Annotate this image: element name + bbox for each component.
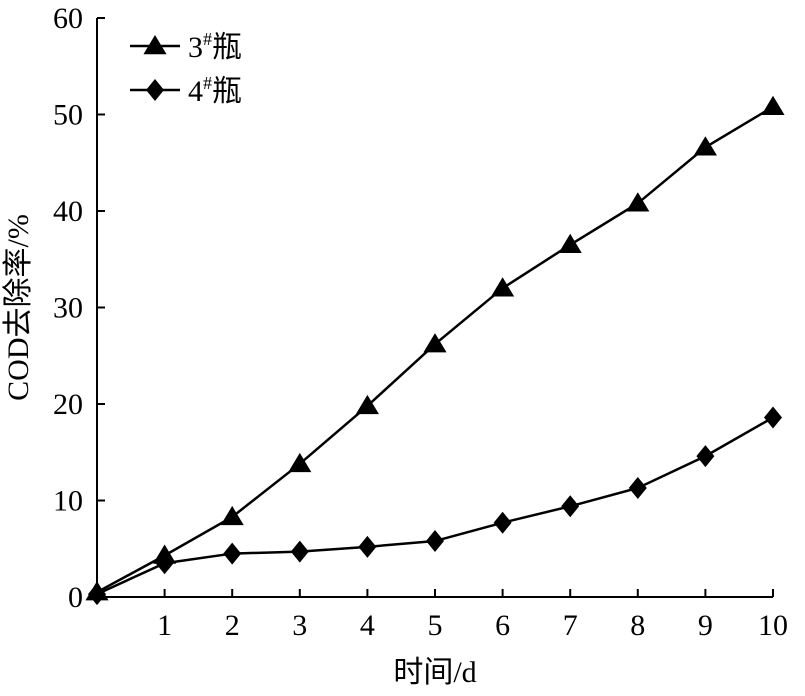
legend-marker xyxy=(143,35,167,55)
data-point xyxy=(628,476,647,499)
x-tick-label: 1 xyxy=(157,609,172,642)
data-point xyxy=(761,95,785,116)
x-tick-label: 3 xyxy=(292,609,307,642)
y-ticks: 0 10 20 30 40 50 60 xyxy=(53,2,105,614)
data-point xyxy=(626,192,650,212)
y-tick-label: 60 xyxy=(53,2,83,35)
x-tick-label: 6 xyxy=(495,609,510,642)
data-point xyxy=(88,583,106,606)
x-tick-label: 4 xyxy=(360,609,375,642)
data-point xyxy=(561,495,580,518)
data-point xyxy=(493,511,512,534)
data-point xyxy=(355,394,379,415)
y-tick-label: 40 xyxy=(53,195,83,228)
x-tick-label: 7 xyxy=(563,609,578,642)
data-point xyxy=(288,452,312,473)
series-1 xyxy=(85,95,785,601)
data-point xyxy=(290,540,309,563)
series-line xyxy=(96,416,774,596)
x-tick-label: 2 xyxy=(225,609,240,642)
data-point xyxy=(426,530,444,553)
x-axis-title: 时间/d xyxy=(393,656,476,689)
series-layer xyxy=(85,95,785,606)
y-tick-label: 10 xyxy=(53,485,83,518)
data-point xyxy=(155,552,174,575)
x-tick-label: 9 xyxy=(698,609,713,642)
legend-marker xyxy=(146,79,164,101)
y-axis-title: COD去除率/% xyxy=(2,214,35,401)
data-point xyxy=(223,542,242,565)
legend-item: 3#瓶 xyxy=(130,29,242,64)
data-point xyxy=(220,505,244,526)
data-point xyxy=(558,233,582,254)
x-tick-label: 8 xyxy=(630,609,645,642)
y-tick-label: 30 xyxy=(53,292,83,325)
legend-item: 4#瓶 xyxy=(130,73,242,108)
data-point xyxy=(764,406,782,429)
legend-label: 3#瓶 xyxy=(188,29,242,64)
x-tick-label: 5 xyxy=(428,609,443,642)
data-point xyxy=(491,277,515,297)
data-point xyxy=(696,445,715,468)
y-tick-label: 0 xyxy=(68,581,83,614)
legend-label: 4#瓶 xyxy=(188,73,242,108)
data-point xyxy=(358,535,377,558)
legend: 3#瓶4#瓶 xyxy=(130,29,242,108)
y-tick-label: 50 xyxy=(53,99,83,132)
data-point xyxy=(693,136,717,156)
x-ticks: 1 2 3 4 5 6 7 8 9 10 xyxy=(157,589,788,642)
x-tick-label: 10 xyxy=(758,609,788,642)
series-2 xyxy=(88,406,782,606)
data-point xyxy=(423,333,447,353)
y-tick-label: 20 xyxy=(53,388,83,421)
